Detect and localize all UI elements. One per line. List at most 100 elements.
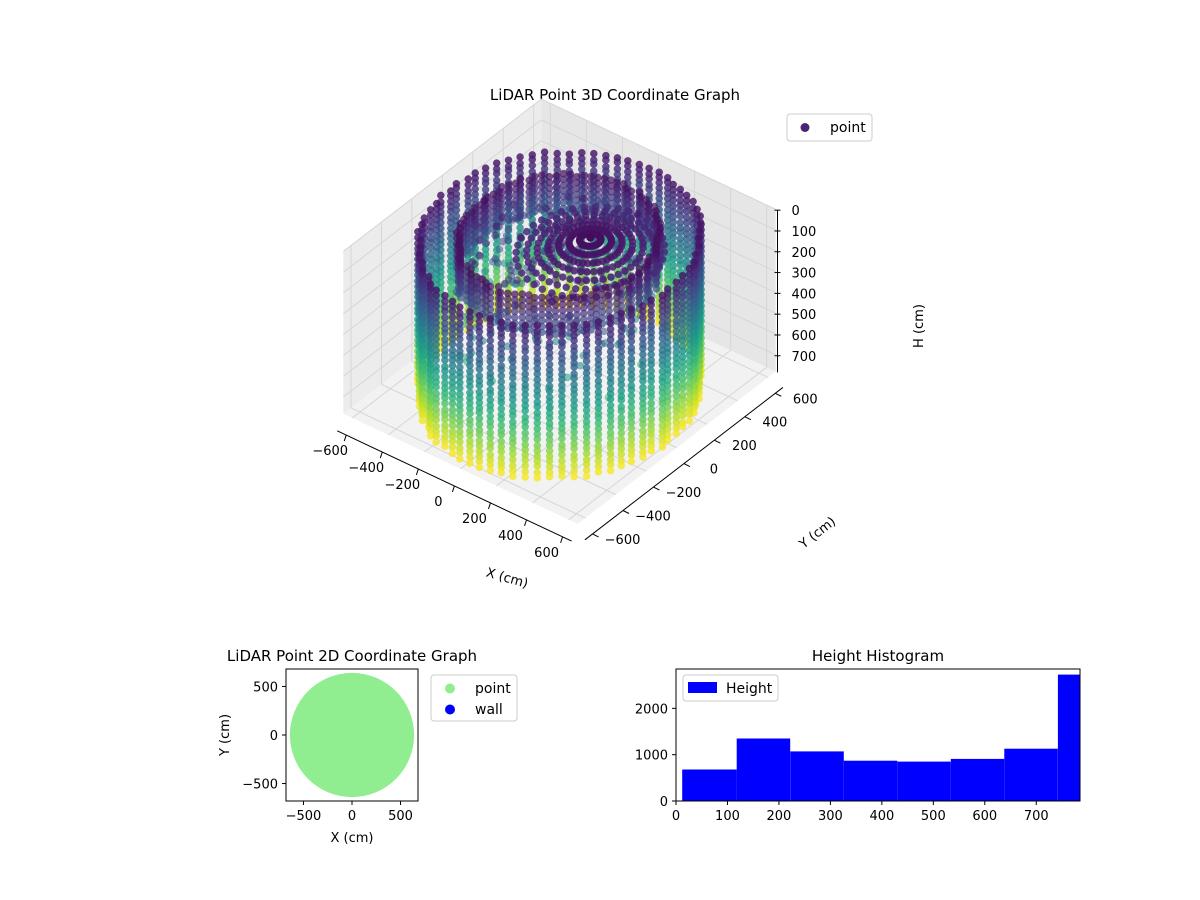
data-point — [426, 227, 435, 236]
data-point — [538, 273, 546, 282]
data-point — [599, 275, 607, 283]
data-point — [493, 259, 502, 267]
chart-3d-xlabel: X (cm) — [484, 565, 529, 591]
x-tick-label: 200 — [462, 512, 487, 527]
y-tick-label: 0 — [270, 729, 278, 744]
data-point — [475, 463, 484, 472]
histogram-bar — [736, 738, 791, 801]
x-tick-label: 0 — [434, 495, 442, 510]
y-tick-label: 400 — [762, 416, 787, 431]
data-point — [466, 333, 474, 342]
data-point — [497, 468, 506, 477]
data-point — [581, 285, 590, 294]
data-point — [570, 374, 578, 383]
data-point — [558, 472, 566, 480]
data-point — [507, 266, 515, 275]
histogram-bar — [1004, 748, 1058, 801]
data-point — [501, 279, 509, 288]
data-point — [466, 409, 474, 418]
chart-2d: LiDAR Point 2D Coordinate Graph −500 0 500… — [218, 647, 518, 846]
data-point — [532, 269, 540, 278]
data-point — [627, 214, 636, 223]
data-point — [607, 273, 615, 281]
x-tick-label: −200 — [384, 478, 420, 493]
data-point — [685, 417, 694, 425]
histogram-bar — [1057, 674, 1080, 801]
data-point — [441, 307, 449, 315]
legend-marker-point — [445, 683, 455, 694]
chart-2d-axes: −500 0 500 −500 0 500 — [242, 680, 413, 824]
y-tick — [653, 486, 660, 491]
data-point — [474, 222, 483, 231]
data-point — [508, 411, 517, 420]
legend-marker-height — [688, 682, 717, 693]
histogram-bar — [950, 758, 1005, 801]
legend-label-point: point — [475, 681, 511, 697]
data-point — [545, 375, 554, 384]
data-point — [558, 434, 566, 443]
data-point — [441, 399, 449, 408]
data-point — [521, 347, 530, 356]
data-point — [564, 192, 572, 201]
data-point — [546, 267, 554, 275]
chart-histogram: Height Histogram 0 100 200 300 400 500 600 7000… — [635, 647, 1081, 824]
data-point — [602, 156, 610, 164]
data-point — [512, 255, 521, 264]
data-point — [466, 382, 474, 391]
data-point — [594, 349, 603, 357]
y-tick — [592, 533, 599, 538]
data-point — [672, 310, 681, 319]
data-point — [582, 276, 591, 285]
chart-2d-title: LiDAR Point 2D Coordinate Graph — [227, 647, 477, 665]
chart-3d: LiDAR Point 3D Coordinate Graph −600−400… — [312, 86, 927, 592]
data-point — [535, 203, 543, 212]
legend-label-wall: wall — [475, 702, 503, 718]
point-cloud-disk — [289, 672, 415, 798]
x-tick — [524, 519, 528, 527]
data-point — [631, 258, 640, 267]
data-point — [658, 443, 667, 451]
data-point — [570, 444, 578, 453]
data-point — [606, 466, 615, 475]
data-point — [515, 213, 524, 222]
data-point — [658, 255, 667, 264]
data-point — [685, 280, 694, 289]
data-point — [497, 355, 506, 363]
data-point — [441, 356, 449, 365]
data-point — [617, 396, 626, 404]
data-point — [486, 466, 495, 475]
data-point — [538, 285, 547, 294]
data-point — [466, 459, 474, 467]
x-tick-label: −600 — [312, 444, 348, 459]
y-tick — [622, 510, 630, 514]
data-point — [647, 446, 656, 455]
data-point — [528, 161, 537, 170]
data-point — [544, 218, 553, 227]
histogram-bar — [790, 751, 844, 801]
x-tick-label: 200 — [767, 809, 792, 824]
data-point — [685, 372, 694, 381]
data-point — [537, 223, 546, 232]
data-point — [634, 218, 643, 227]
data-point — [432, 383, 440, 391]
data-point — [655, 262, 663, 271]
data-point — [586, 233, 595, 242]
data-point — [510, 200, 518, 209]
chart-3d-legend: point — [786, 113, 873, 142]
data-point — [582, 357, 591, 366]
data-point — [512, 248, 520, 257]
data-point — [594, 338, 603, 346]
x-tick-label: 600 — [534, 546, 559, 561]
data-point — [658, 361, 667, 369]
data-point — [521, 473, 530, 481]
legend-marker-point — [800, 123, 810, 132]
data-point — [627, 457, 636, 466]
data-point — [685, 340, 694, 348]
data-point — [504, 236, 512, 245]
data-point — [521, 422, 530, 431]
y-tick — [744, 416, 752, 421]
chart-3d-zlabel: H (cm) — [912, 304, 927, 348]
data-point — [486, 379, 495, 387]
data-point — [491, 231, 500, 240]
